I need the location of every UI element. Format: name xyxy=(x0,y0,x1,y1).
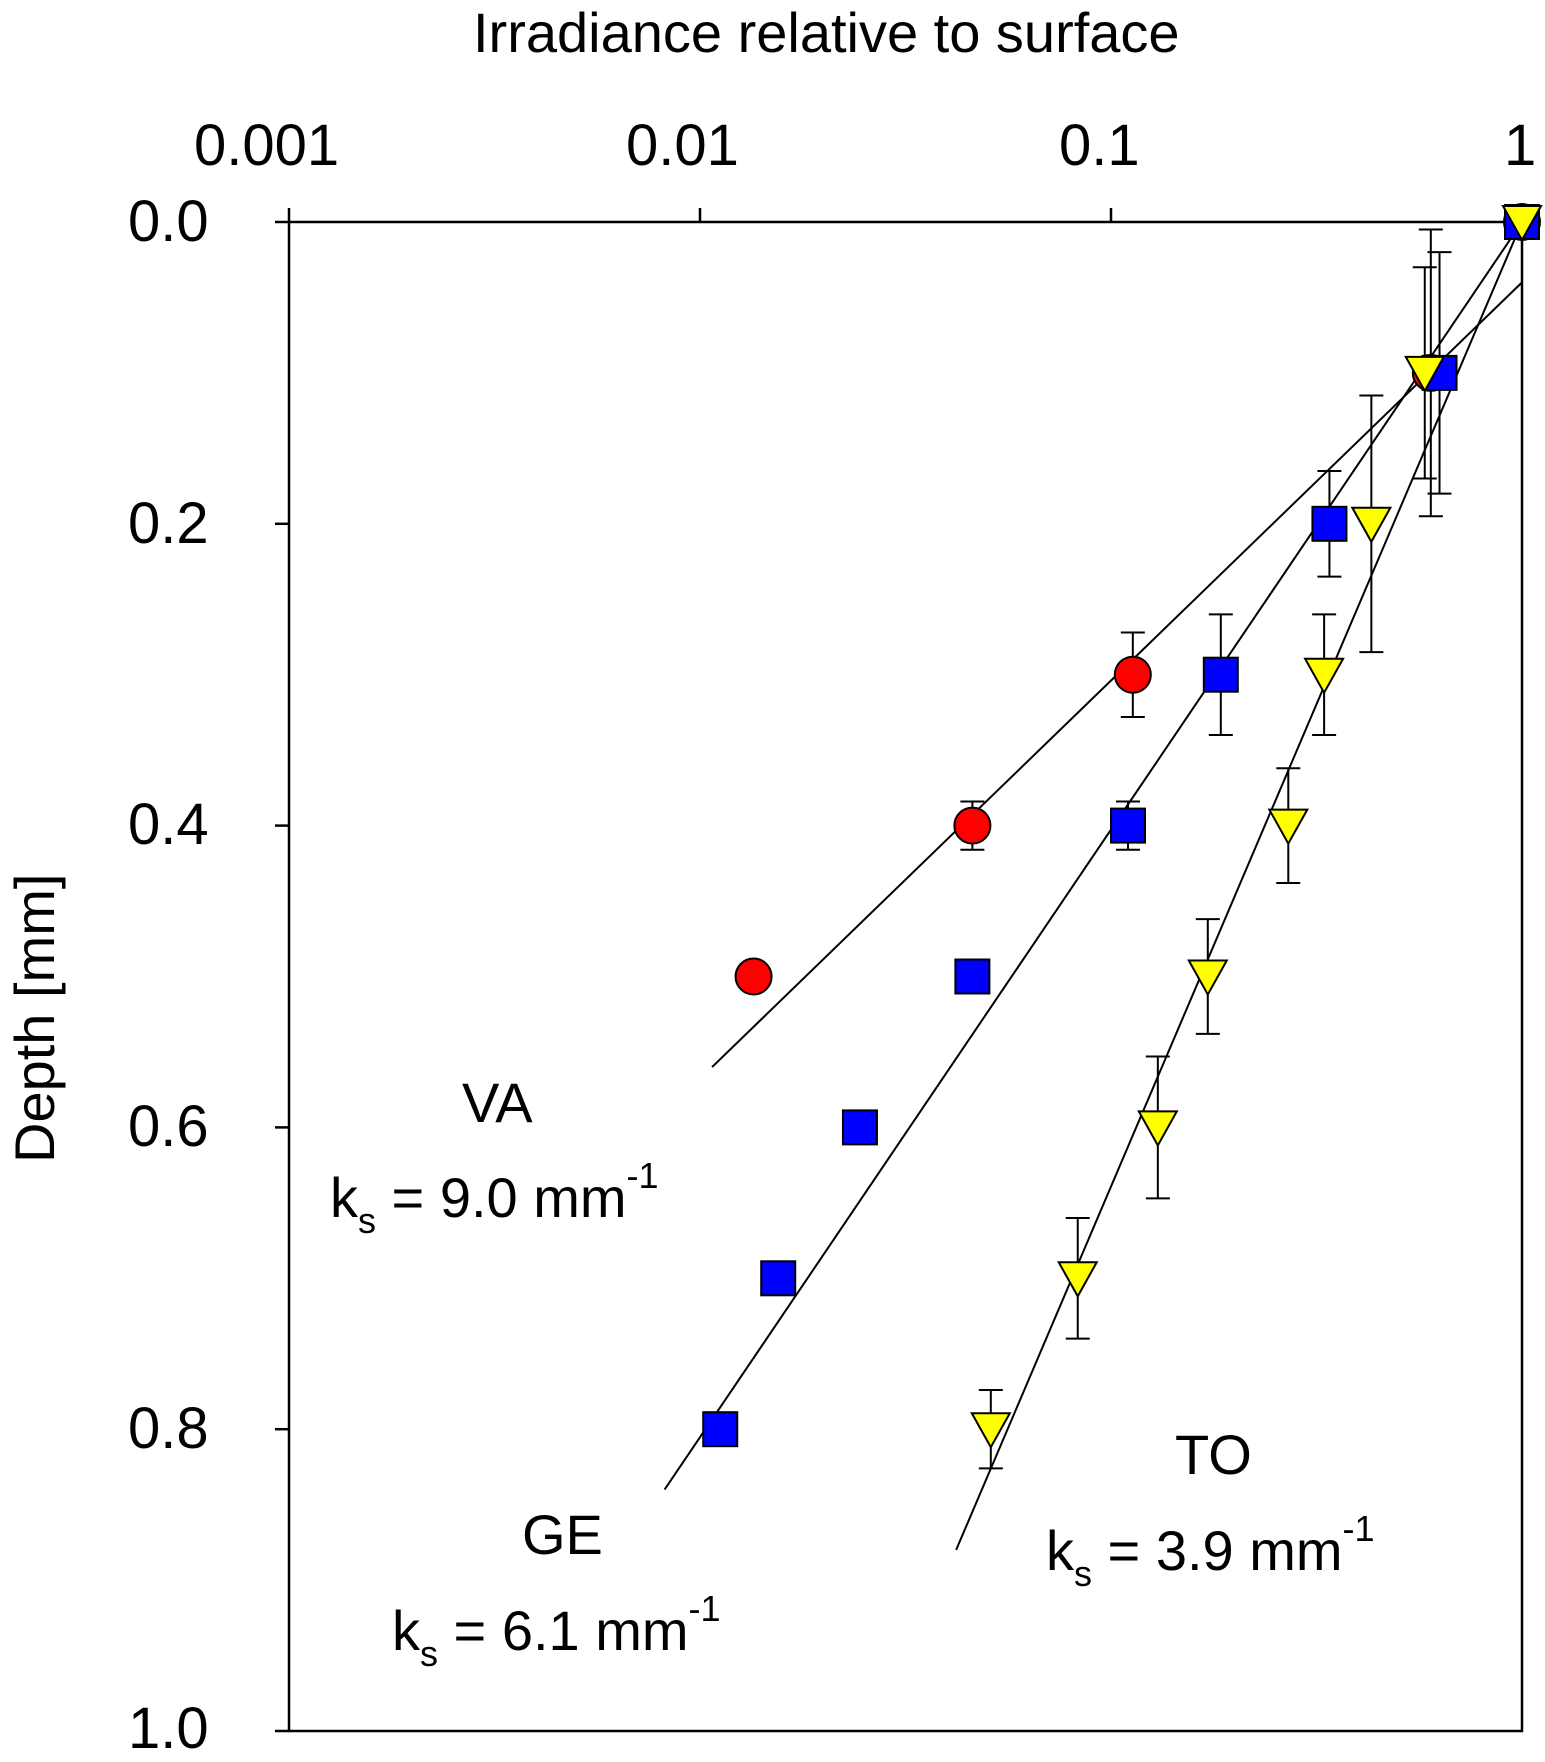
ks-value: = 9.0 mm xyxy=(376,1165,627,1229)
series-label-va: VA xyxy=(462,1071,533,1134)
fit-line-to xyxy=(955,221,1523,1551)
ks-value: = 3.9 mm xyxy=(1092,1518,1343,1582)
series-label-to: TO xyxy=(1175,1423,1252,1486)
ks-superscript: -1 xyxy=(688,1588,721,1629)
x-axis-title: Irradiance relative to surface xyxy=(473,1,1180,64)
x-tick-label: 0.01 xyxy=(626,113,739,178)
data-point-to xyxy=(1303,657,1345,695)
data-markers xyxy=(702,203,1543,1450)
series-label-ge: GE xyxy=(522,1503,603,1566)
ks-subscript: s xyxy=(1074,1552,1092,1594)
data-point-to xyxy=(1404,355,1446,393)
ks-superscript: -1 xyxy=(1342,1508,1375,1549)
ks-prefix: k xyxy=(392,1598,420,1662)
y-tick-label: 0.4 xyxy=(128,792,209,857)
y-axis-title: Depth [mm] xyxy=(3,873,66,1163)
ks-value: = 6.1 mm xyxy=(438,1598,689,1662)
y-tick-label: 0.2 xyxy=(128,491,209,556)
fit-lines xyxy=(663,221,1523,1551)
data-point-va xyxy=(1113,655,1152,694)
data-point-to xyxy=(1137,1110,1179,1148)
ks-label-va: ks = 9.0 mm-1 xyxy=(330,1155,659,1242)
data-point-va xyxy=(734,957,773,996)
axis-ticks xyxy=(275,208,1524,1733)
data-point-ge xyxy=(760,1260,797,1297)
data-point-ge xyxy=(841,1109,878,1146)
fit-line-ge xyxy=(663,221,1523,1491)
data-point-to xyxy=(1057,1261,1099,1299)
data-point-ge xyxy=(1311,505,1348,542)
ks-prefix: k xyxy=(1046,1518,1074,1582)
ks-superscript: -1 xyxy=(626,1155,659,1196)
ks-label-ge: ks = 6.1 mm-1 xyxy=(392,1588,721,1675)
x-tick-label: 1 xyxy=(1504,113,1537,178)
data-point-ge xyxy=(954,958,991,995)
data-point-va xyxy=(953,806,992,845)
y-tick-label: 1.0 xyxy=(128,1696,209,1761)
data-point-to xyxy=(1187,959,1229,997)
error-bars xyxy=(960,228,1452,1470)
y-tick-label: 0.0 xyxy=(128,189,209,254)
y-tick-label: 0.8 xyxy=(128,1396,209,1461)
y-tick-label: 0.6 xyxy=(128,1094,209,1159)
x-tick-label: 0.1 xyxy=(1059,113,1140,178)
data-point-ge xyxy=(1110,807,1147,844)
data-point-to xyxy=(970,1412,1012,1450)
data-point-to xyxy=(1350,506,1393,544)
ks-subscript: s xyxy=(420,1632,438,1674)
data-point-to xyxy=(1267,808,1309,846)
data-point-to xyxy=(1501,205,1543,243)
data-point-ge xyxy=(702,1411,739,1448)
ks-prefix: k xyxy=(330,1165,358,1229)
data-point-ge xyxy=(1202,656,1239,693)
plot-frame xyxy=(287,220,1524,1733)
x-tick-label: 0.001 xyxy=(194,113,340,178)
ks-subscript: s xyxy=(358,1199,376,1241)
ks-label-to: ks = 3.9 mm-1 xyxy=(1046,1508,1375,1595)
